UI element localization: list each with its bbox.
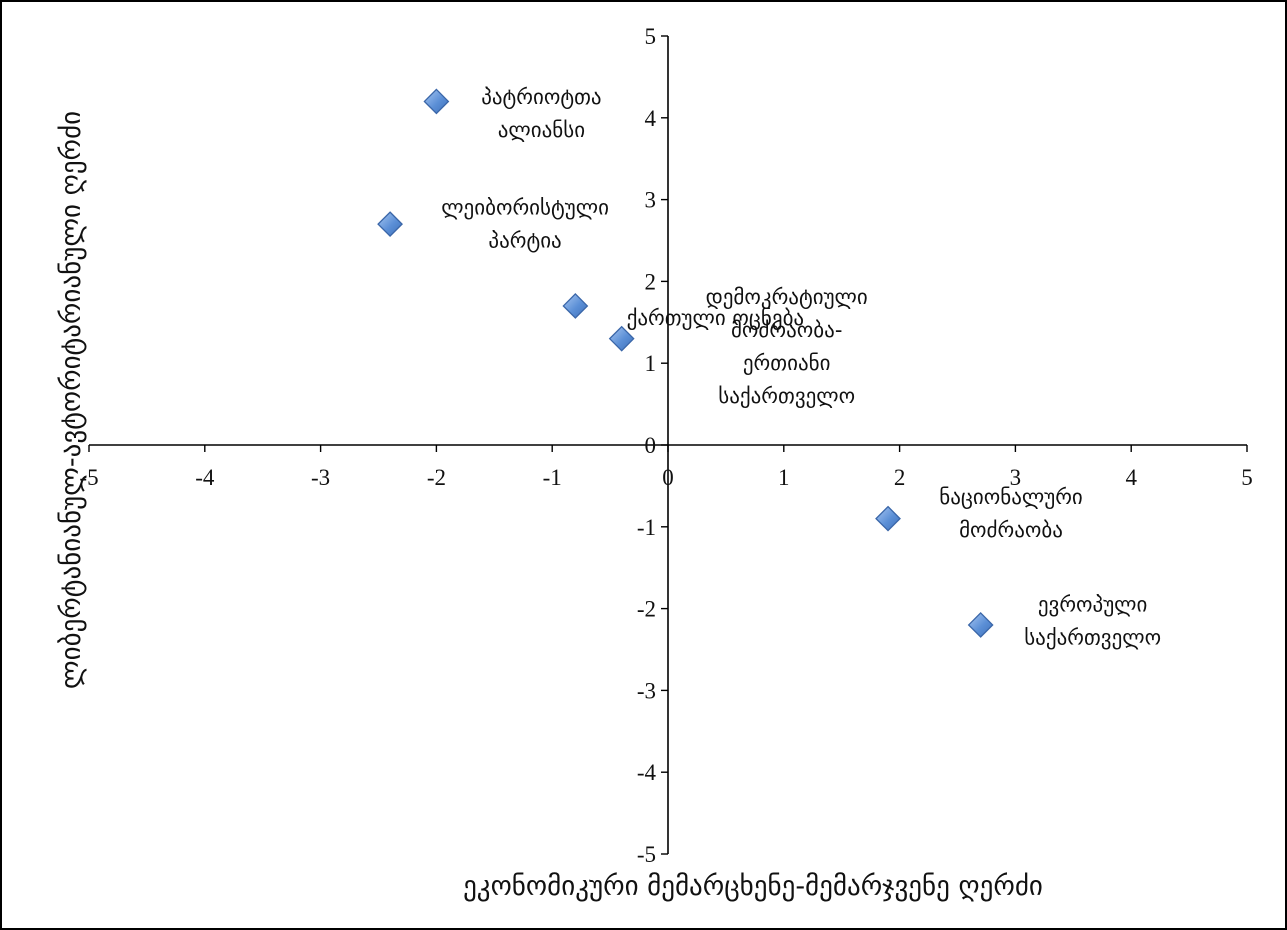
- data-label-line: საქართველო: [1024, 625, 1161, 649]
- x-tick-label: 2: [894, 465, 906, 490]
- data-label: დემოკრატიული მოძრაობა-ერთიანი საქართველო: [706, 285, 868, 408]
- y-tick-label: 5: [645, 24, 657, 49]
- y-tick-label: 4: [645, 106, 657, 131]
- x-tick-label: -5: [79, 465, 98, 490]
- y-tick-label: 1: [645, 351, 657, 376]
- data-point: [377, 211, 403, 238]
- y-tick-label: 3: [645, 188, 657, 213]
- y-axis-title: ლიბერტანიანულ-ავტორიტარიანული ღერძი: [56, 111, 87, 689]
- y-tick-label: -1: [637, 515, 656, 540]
- y-tick-label: -3: [637, 678, 656, 703]
- x-tick-label: 0: [662, 465, 674, 490]
- data-point: [608, 325, 635, 352]
- data-label-line: ქართული ოცნება: [627, 306, 805, 330]
- data-label-line: ევროპული: [1038, 592, 1148, 616]
- data-label: ქართული ოცნება: [627, 306, 805, 330]
- y-tick-label: -5: [637, 842, 656, 867]
- data-label: ლეიბორისტული პარტია: [441, 196, 609, 253]
- data-label: პატრიოტთა ალიანსი: [481, 85, 601, 142]
- axes: [88, 35, 1248, 855]
- data-point: [875, 505, 901, 532]
- data-points: [377, 88, 994, 638]
- data-label-line: საქართველო: [718, 384, 855, 408]
- data-label-line: ალიანსი: [498, 118, 585, 142]
- x-tick-label: -1: [543, 465, 562, 490]
- data-point: [967, 612, 994, 638]
- data-label: ნაციონალური მოძრაობა: [939, 485, 1083, 542]
- x-tick-label: 1: [778, 465, 790, 490]
- y-tick-label: -4: [637, 760, 657, 785]
- x-tick-label: -2: [427, 465, 446, 490]
- data-label-line: ნაციონალური: [939, 485, 1083, 509]
- data-label: ევროპული საქართველო: [1024, 592, 1161, 649]
- x-tick-label: -3: [311, 465, 330, 490]
- data-label-line: პატრიოტთა: [481, 85, 601, 109]
- data-label-line: პარტია: [488, 229, 561, 253]
- data-label-line: მოძრაობა-: [731, 318, 842, 342]
- y-tick-label: -2: [637, 597, 656, 622]
- data-label-line: დემოკრატიული: [706, 285, 868, 309]
- x-axis-title: ეკონომიკური მემარცხენე-მემარჯვენე ღერძი: [463, 871, 1043, 902]
- y-tick-label: 2: [645, 269, 657, 294]
- y-tick-label: 0: [645, 433, 657, 458]
- x-tick-label: 5: [1241, 465, 1253, 490]
- data-label-line: ლეიბორისტული: [441, 196, 609, 220]
- point-labels: პატრიოტთა ალიანსი ლეიბორისტული პარტია ქართულ…: [441, 85, 1161, 650]
- x-tick-label: -4: [195, 465, 215, 490]
- data-label-line: მოძრაობა: [959, 518, 1063, 542]
- x-tick-label: 4: [1125, 465, 1137, 490]
- x-tick-label: 3: [1010, 465, 1022, 490]
- data-point: [423, 88, 450, 115]
- data-point: [562, 293, 589, 319]
- data-label-line: ერთიანი: [743, 351, 831, 375]
